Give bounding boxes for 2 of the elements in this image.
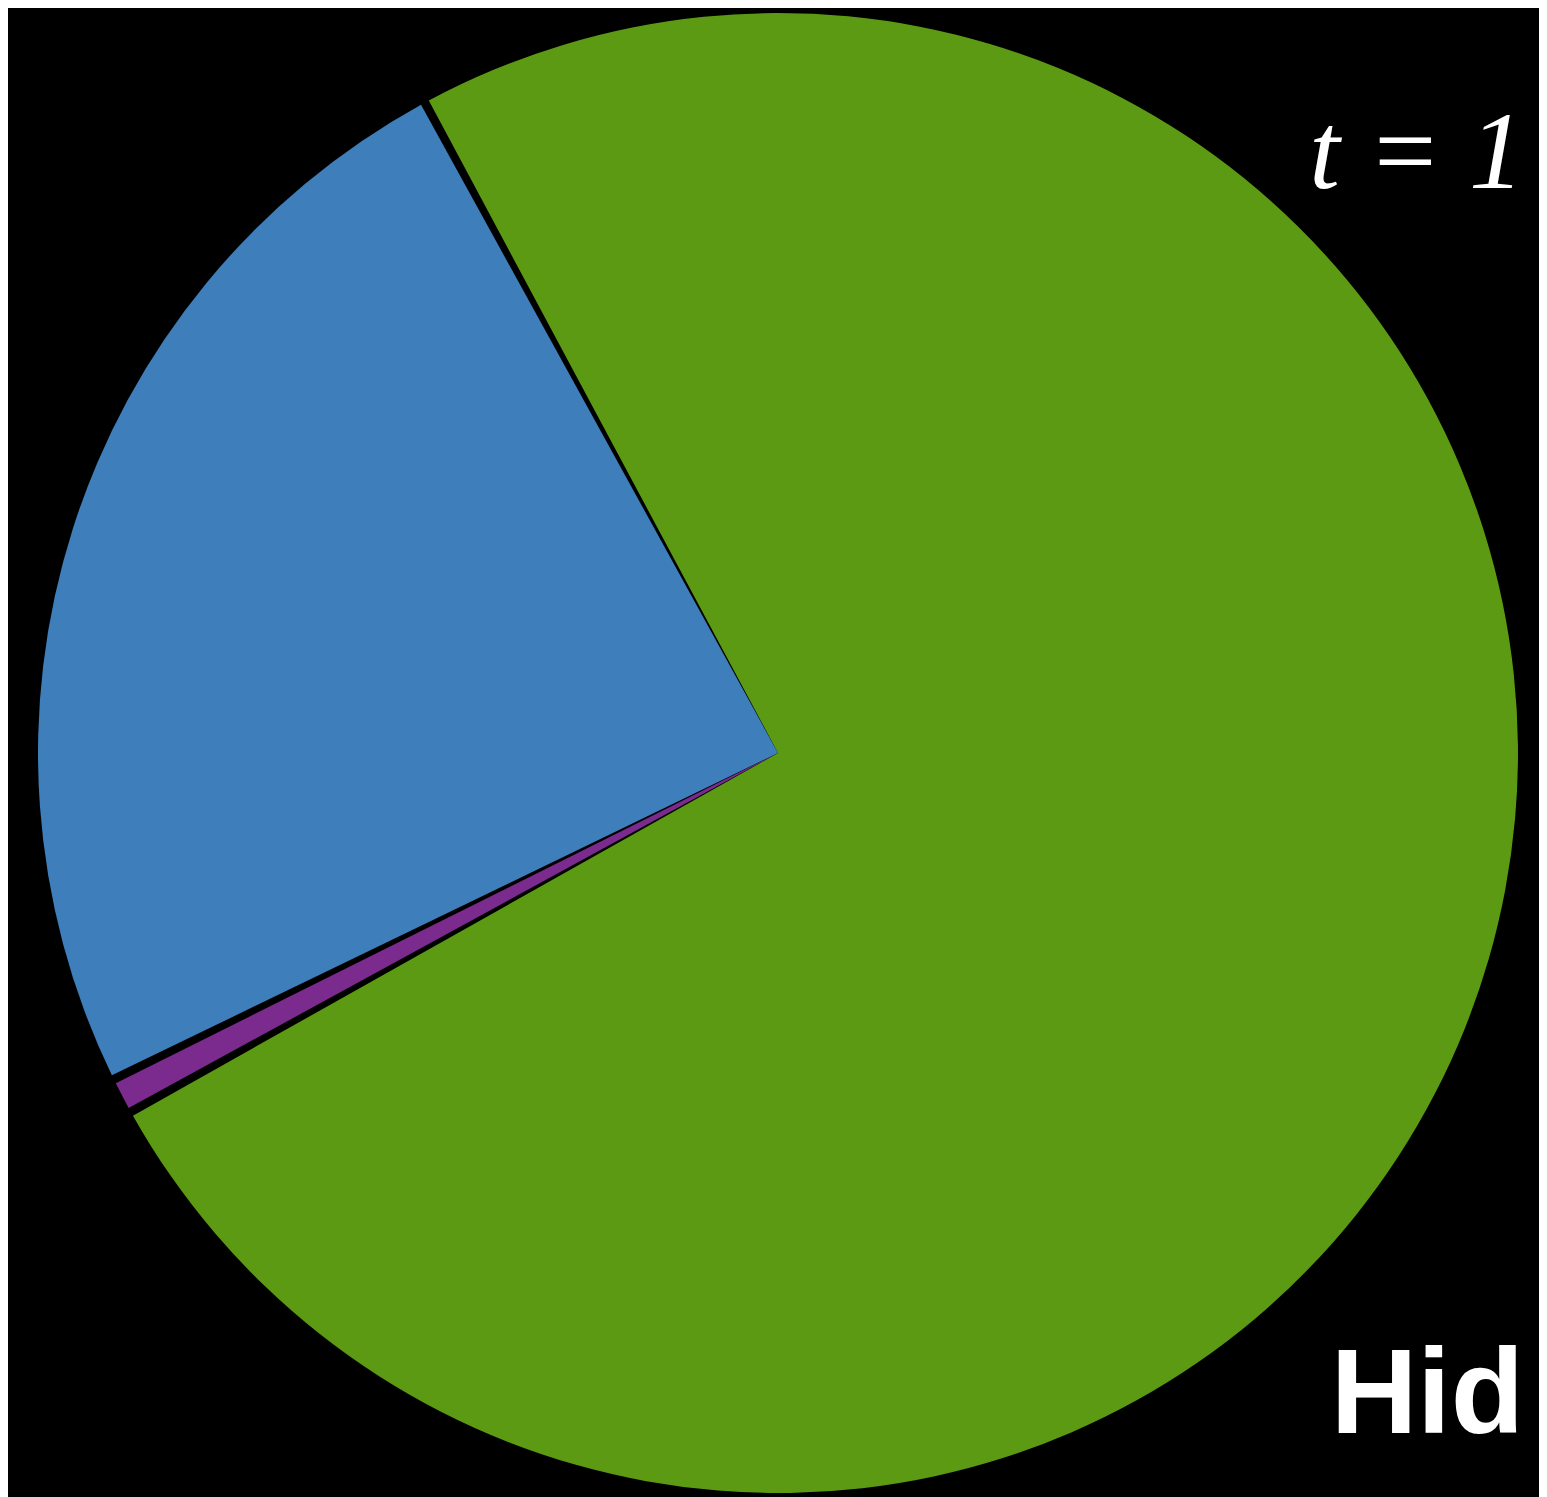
slice-label: Hid: [1330, 1324, 1524, 1458]
text: t = 1: [1309, 90, 1524, 212]
